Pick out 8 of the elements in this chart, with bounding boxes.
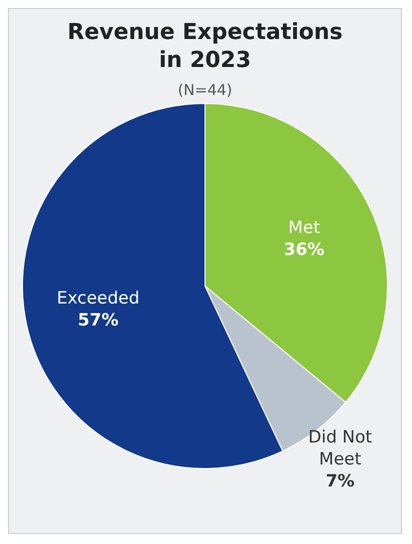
data-label: 36% — [284, 240, 324, 260]
chart-title: Revenue Expectations in 2023 — [66, 19, 344, 75]
slice-label: Did Not Meet — [308, 428, 372, 470]
slice-label: Exceeded — [56, 288, 140, 308]
slice-label: Met — [288, 218, 320, 238]
chart-subtitle: (N=44) — [176, 81, 234, 99]
data-label: 57% — [78, 310, 118, 330]
data-label: 7% — [326, 472, 355, 492]
